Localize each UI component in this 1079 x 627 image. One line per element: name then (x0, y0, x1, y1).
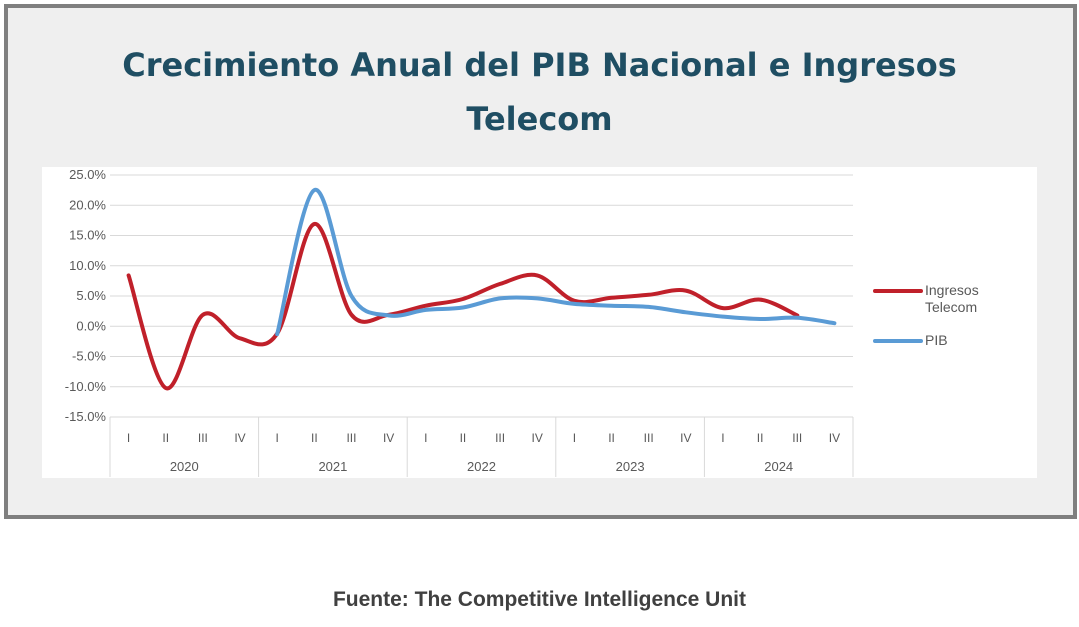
x-group-label: 2022 (467, 459, 496, 474)
x-group-label: 2021 (318, 459, 347, 474)
y-tick-label: 5.0% (76, 288, 106, 303)
x-tick-label: IV (532, 431, 543, 445)
x-tick-label: III (198, 431, 208, 445)
legend-label: Ingresos (925, 282, 979, 298)
x-tick-label: II (162, 431, 169, 445)
y-tick-label: 0.0% (76, 318, 106, 333)
x-tick-label: III (792, 431, 802, 445)
series-line-ingresos-telecom (126, 222, 800, 391)
y-tick-label: 10.0% (69, 258, 106, 273)
plot-panel: -15.0% -10.0% -5.0% 0.0% 5.0% 10.0% 15.0% 20.0%… (42, 167, 1037, 478)
chart-title: Crecimiento Anual del PIB Nacional e Ing… (0, 38, 1079, 146)
x-tick-label: IV (383, 431, 394, 445)
line-chart: -15.0% -10.0% -5.0% 0.0% 5.0% 10.0% 15.0% 20.0%… (65, 167, 979, 477)
x-tick-label: III (644, 431, 654, 445)
x-tick-label: I (276, 431, 279, 445)
legend-label: Telecom (925, 299, 977, 315)
x-tick-label: II (757, 431, 764, 445)
x-tick-label: I (573, 431, 576, 445)
legend-label: PIB (925, 332, 948, 348)
x-tick-label: II (608, 431, 615, 445)
x-tick-label: II (460, 431, 467, 445)
chart-title-line-1: Crecimiento Anual del PIB Nacional e Ing… (122, 46, 957, 84)
y-tick-label: -15.0% (65, 409, 107, 424)
chart-title-line-2: Telecom (466, 100, 613, 138)
y-tick-label: 20.0% (69, 197, 106, 212)
x-group-label: 2023 (616, 459, 645, 474)
y-tick-label: -10.0% (65, 379, 107, 394)
y-tick-label: 25.0% (69, 167, 106, 182)
x-tick-label: III (346, 431, 356, 445)
x-tick-label: I (127, 431, 130, 445)
x-group-label: 2020 (170, 459, 199, 474)
x-tick-label: I (424, 431, 427, 445)
x-tick-label: I (721, 431, 724, 445)
y-tick-label: -5.0% (72, 349, 106, 364)
x-tick-label: IV (680, 431, 691, 445)
x-tick-label: IV (829, 431, 840, 445)
y-tick-label: 15.0% (69, 228, 106, 243)
x-tick-label: IV (234, 431, 245, 445)
x-group-label: 2024 (764, 459, 793, 474)
x-tick-label: II (311, 431, 318, 445)
series-line-pib (275, 188, 837, 337)
x-tick-label: III (495, 431, 505, 445)
source-note: Fuente: The Competitive Intelligence Uni… (332, 588, 747, 611)
